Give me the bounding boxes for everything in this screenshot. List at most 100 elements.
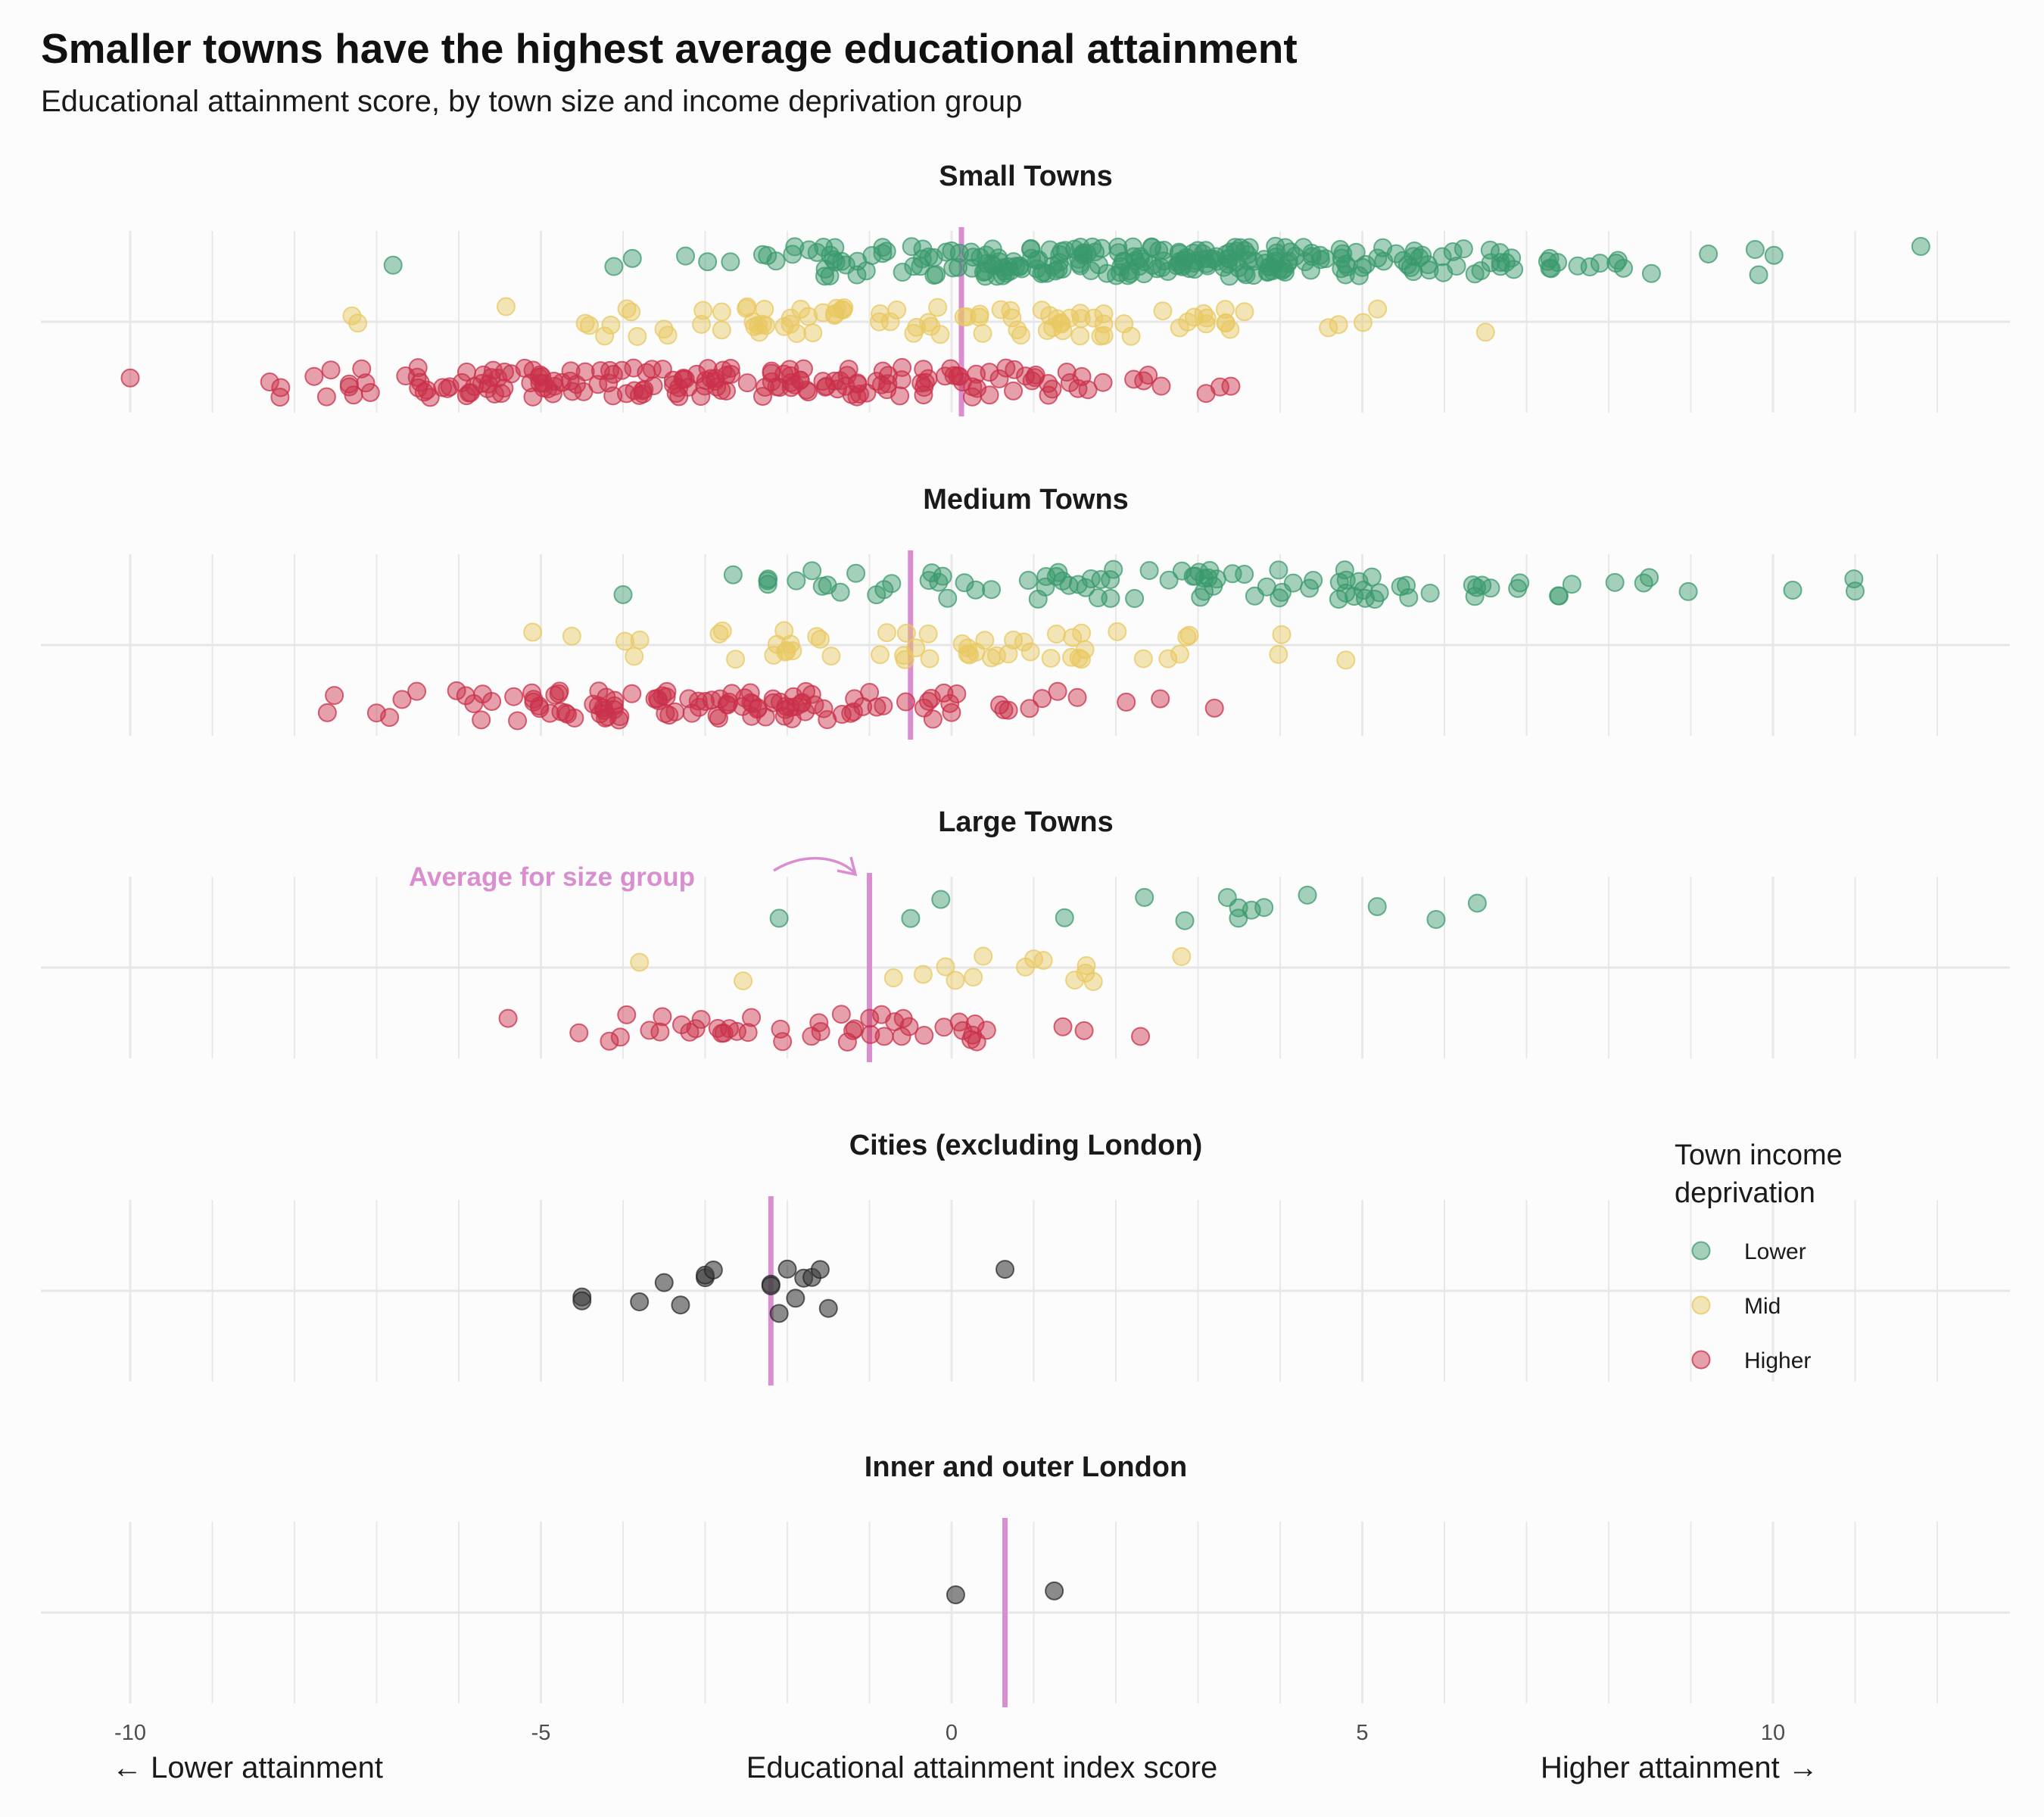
data-point-lower [1175,911,1195,930]
data-point-mid [1072,623,1092,643]
data-point-mid [974,946,993,966]
data-point-higher [923,709,943,729]
data-point-mid [575,313,595,333]
data-point-higher [947,684,967,703]
data-point-mid [1048,309,1067,329]
legend-key-mid [1691,1295,1711,1315]
data-point-higher [714,1024,734,1043]
data-point-lower [1196,241,1216,260]
data-point-higher [776,697,796,716]
data-point-mid [896,623,916,643]
data-point-higher [524,692,544,712]
data-point-higher [1057,363,1077,382]
data-point-higher [1139,365,1158,385]
data-point-higher [1117,692,1136,712]
data-point-lower [604,257,624,276]
data-point-mid [936,957,955,977]
data-point-mid [726,650,746,669]
data-point-higher [921,688,941,708]
data-point-lower [1540,248,1559,268]
data-point-mid [1001,301,1020,320]
data-point-lower [1195,581,1214,601]
data-point-higher [896,692,915,712]
data-point-higher [610,707,630,727]
data-point-lower [1467,893,1487,913]
data-point-mid [1153,301,1173,321]
data-point-mid [1170,318,1189,338]
data-point-mid [1216,313,1235,333]
data-point-higher [360,383,380,403]
data-point-mid [625,647,644,666]
data-point-lower [1055,908,1074,927]
data-point-lower [1081,569,1101,589]
data-point-mid [1353,313,1373,332]
data-point-lower [759,569,778,589]
data-point-lower [862,246,882,266]
panel-points [120,236,1930,407]
data-point-higher [494,379,514,398]
data-point-mid [1368,299,1388,319]
data-point-lower [1135,887,1154,907]
data-point-lower [1471,261,1491,281]
annotation-arrow [773,857,855,874]
data-point-higher [669,387,689,407]
data-point-higher [447,681,466,700]
data-point-higher [569,1023,589,1043]
x-axis-title: Educational attainment index score [746,1751,1218,1784]
data-point-higher [473,684,493,704]
data-point-mid [1046,624,1066,644]
data-point-lower [785,237,805,257]
data-point-higher [304,366,324,386]
data-point [769,1304,789,1323]
panel-grid [41,877,2010,1058]
data-point-mid [1170,644,1189,664]
data-point-higher [438,379,457,398]
data-point [572,1291,592,1311]
data-point-mid [1235,302,1254,322]
data-point-lower [1270,588,1289,608]
data-point-lower [1104,559,1123,579]
panel-title: Inner and outer London [865,1451,1187,1483]
data-point-mid [628,326,647,346]
data-point-mid [752,314,772,334]
data-point-higher [814,699,833,718]
data-point-mid [913,965,933,984]
data-point-lower [1465,587,1485,606]
data-point-mid [1269,644,1288,664]
data-point-lower [1549,586,1569,606]
data-point-lower [1491,253,1510,273]
data-point-higher [588,375,608,394]
data-point-higher [478,379,497,398]
data-point-lower [1101,588,1120,608]
data-point-higher [874,1027,894,1046]
data-point-higher [710,689,730,709]
data-point-lower [1018,571,1038,591]
data-point-mid [920,649,939,669]
data-point [630,1292,650,1312]
data-point-higher [867,697,886,717]
x-tick-label: 5 [1356,1721,1368,1745]
data-point-higher [842,385,862,404]
data-point-lower [1134,252,1154,272]
x-tick-label: 10 [1761,1721,1785,1745]
data-point-higher [1131,1027,1151,1046]
data-point-higher [1004,381,1024,400]
data-point-lower [1481,578,1500,598]
data-point-lower [1009,257,1029,277]
data-point-mid [1032,301,1052,320]
data-point-lower [955,573,974,593]
data-point-lower [1508,578,1528,598]
panel-grid [41,231,2010,413]
data-point-higher [948,366,967,385]
legend-title: deprivation [1675,1177,1815,1209]
data-point [818,1298,838,1318]
data-point-mid [895,650,915,669]
data-point-lower [1125,589,1145,609]
data-point-lower [931,890,951,909]
data-point-mid [813,303,833,323]
legend-key-lower [1691,1241,1711,1261]
data-point-higher [762,372,781,391]
data-point-lower [1070,256,1090,276]
data-point-higher [589,681,609,701]
data-point-lower [1454,239,1473,259]
